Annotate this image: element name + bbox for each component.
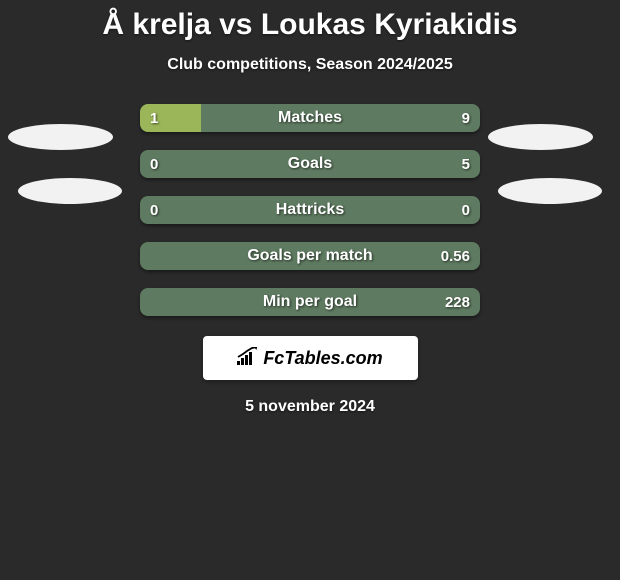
- content-root: Å krelja vs Loukas Kyriakidis Club compe…: [0, 0, 620, 580]
- bar-left-value: 0: [150, 196, 158, 224]
- player-left-ellipse-top: [8, 124, 113, 150]
- subtitle: Club competitions, Season 2024/2025: [167, 56, 452, 74]
- logo-text: FcTables.com: [237, 347, 382, 370]
- logo-label: FcTables.com: [263, 348, 382, 369]
- date-line: 5 november 2024: [245, 398, 375, 416]
- bar-label: Goals per match: [140, 242, 480, 270]
- bar-row: Min per goal228: [140, 288, 480, 316]
- player-left-ellipse-bottom: [18, 178, 122, 204]
- bar-label: Matches: [140, 104, 480, 132]
- bar-row: Matches1 9: [140, 104, 480, 132]
- bar-label: Min per goal: [140, 288, 480, 316]
- logo-box[interactable]: FcTables.com: [203, 336, 418, 380]
- bar-row: Goals0 5: [140, 150, 480, 178]
- bar-left-value: 1: [150, 104, 158, 132]
- comparison-rows: Matches19Goals05Hattricks00Goals per mat…: [140, 104, 480, 316]
- bar-right-value: 0: [462, 196, 470, 224]
- bar-right-value: 228: [445, 288, 470, 316]
- bar-label: Goals: [140, 150, 480, 178]
- chart-icon: [237, 347, 259, 370]
- player-right-ellipse-bottom: [498, 178, 602, 204]
- bar-row: Goals per match0.56: [140, 242, 480, 270]
- bar-label: Hattricks: [140, 196, 480, 224]
- bar-right-value: 5: [462, 150, 470, 178]
- bar-row: Hattricks0 0: [140, 196, 480, 224]
- bar-right-value: 0.56: [441, 242, 470, 270]
- bar-right-value: 9: [462, 104, 470, 132]
- page-title: Å krelja vs Loukas Kyriakidis: [102, 8, 517, 42]
- player-right-ellipse-top: [488, 124, 593, 150]
- bar-left-value: 0: [150, 150, 158, 178]
